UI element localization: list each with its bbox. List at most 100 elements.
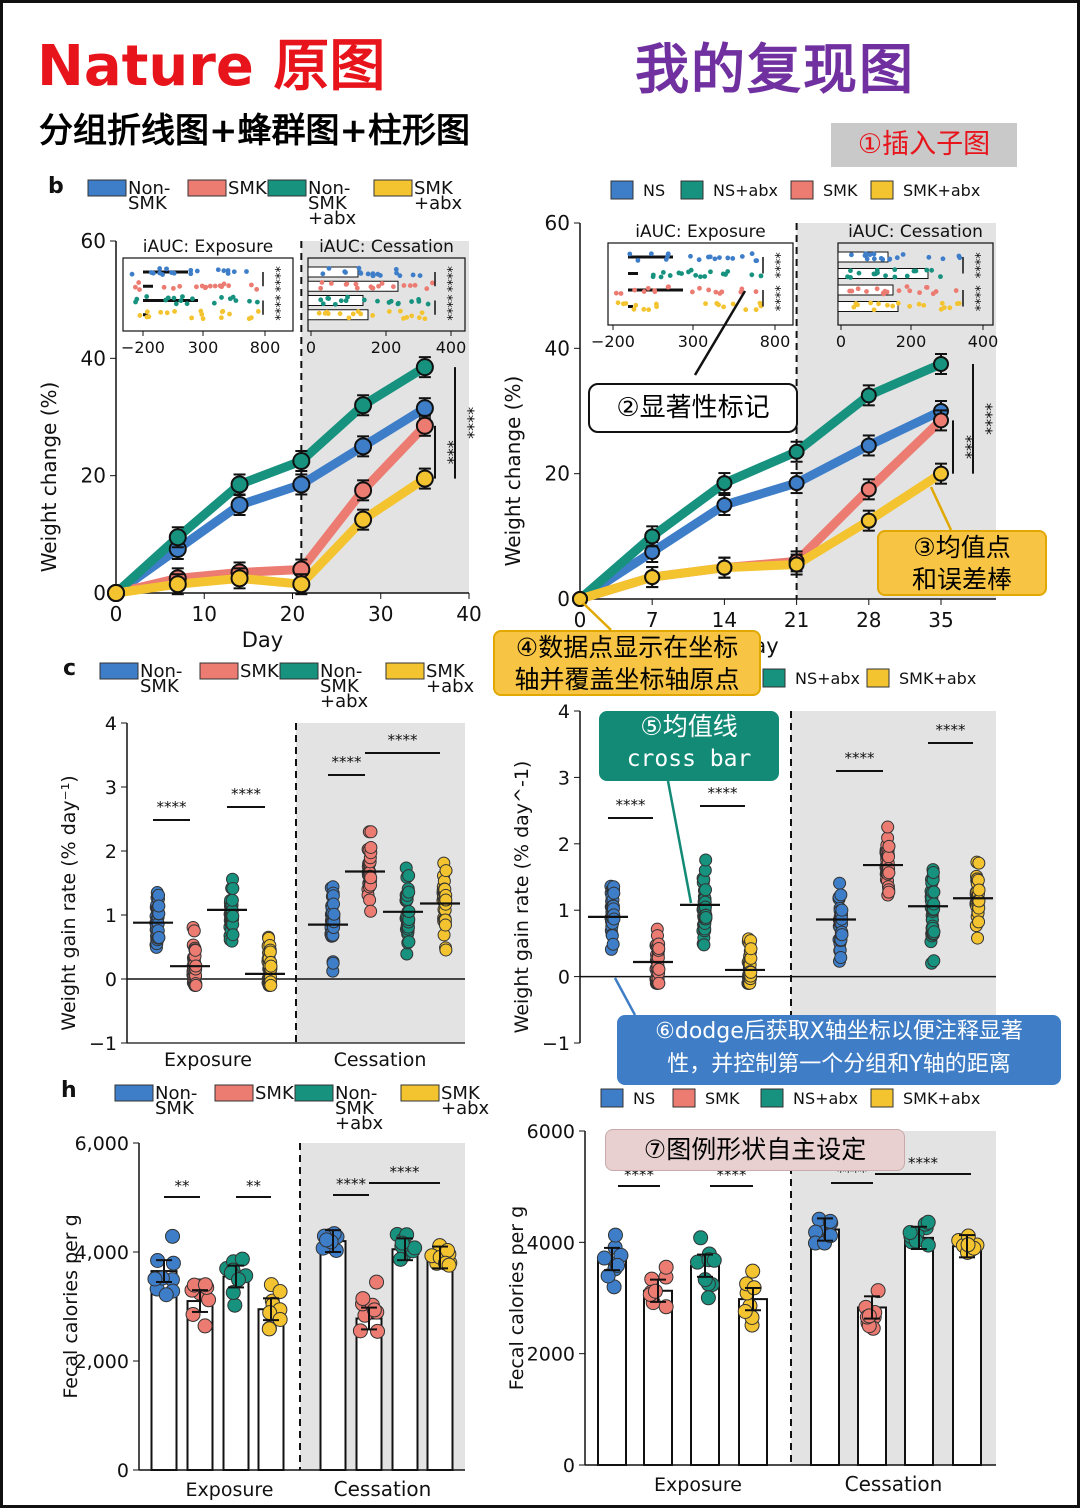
- orig-c-legend-label-0: Non-: [140, 661, 182, 682]
- repl-c-swarm-point: [652, 976, 666, 990]
- orig-c-swarm-point: [152, 888, 166, 902]
- repl-c-swarm-point: [834, 951, 848, 965]
- repl-b-inset-point: [743, 307, 749, 313]
- repl-b-inset-point: [650, 272, 656, 278]
- repl-b-xtick-label: 35: [928, 608, 953, 632]
- repl-c-ytick-label: 0: [558, 967, 570, 989]
- repl-c-legend-label-1: SMK+abx: [899, 669, 976, 688]
- orig-b-inset-point: [361, 297, 367, 303]
- repl-b-inset-point: [894, 255, 900, 261]
- repl-h-bar-point: [647, 1283, 663, 1299]
- orig-b-data-point: [230, 475, 249, 494]
- repl-b-data-point: [860, 387, 877, 404]
- orig-b-inset-point: [422, 316, 428, 322]
- repl-c-ytick-label: 3: [558, 767, 570, 789]
- orig-b-inset-point: [212, 283, 218, 289]
- orig-c-swarm-point: [264, 959, 278, 973]
- repl-b-inset-point: [618, 291, 624, 296]
- repl-b-inset-bar: [837, 268, 929, 279]
- orig-b-inset-point: [318, 297, 324, 303]
- orig-h-bar: [150, 1270, 178, 1471]
- repl-b-xtick-label: 0: [574, 608, 587, 632]
- repl-b-inset-point: [712, 256, 718, 262]
- orig-b-inset-point: [397, 273, 403, 279]
- orig-h-bar-point: [234, 1251, 250, 1267]
- callout-legend-shape: ⑦图例形状自主设定: [605, 1129, 905, 1171]
- orig-b-inset-point: [430, 280, 435, 286]
- repl-h-ytick-label: 6000: [527, 1121, 575, 1143]
- orig-b-x-axis-title: Day: [242, 628, 283, 652]
- repl-b-inset-point: [855, 286, 861, 292]
- repl-b-inset-point: [723, 272, 728, 277]
- orig-b-data-point: [415, 469, 434, 488]
- orig-h-legend-label-3: +abx: [441, 1098, 490, 1119]
- orig-b-legend-label-0: Non-: [128, 178, 170, 199]
- repl-c-swarm-point: [882, 885, 896, 899]
- orig-b-inset-point: [244, 269, 249, 274]
- repl-b-inset-point: [939, 300, 945, 306]
- orig-b-inset-point: [350, 311, 356, 317]
- orig-b-legend-label-3: SMK: [414, 178, 454, 199]
- orig-c-legend-label-2: +abx: [320, 691, 369, 712]
- repl-b-inset-point: [871, 256, 877, 262]
- orig-b-inset-point: [184, 301, 190, 307]
- repl-b-inset-point: [676, 270, 682, 276]
- repl-h-bar-point: [700, 1290, 716, 1306]
- orig-b-legend-swatch-0: [87, 179, 127, 197]
- orig-c-swarm-point: [226, 928, 240, 942]
- repl-c-swarm-point: [834, 888, 848, 902]
- repl-b-inset-point: [693, 272, 699, 278]
- orig-b-inset-point: [409, 299, 415, 304]
- orig-c-legend-swatch-0: [99, 662, 139, 680]
- repl-b-inset-point: [749, 272, 755, 278]
- repl-c-ytick-label: 1: [558, 900, 570, 922]
- repl-b-inset-frame: [607, 242, 794, 326]
- orig-c-swarm-point: [152, 930, 166, 944]
- repl-b-inset-point: [904, 273, 910, 279]
- orig-b-inset-point: [165, 295, 171, 301]
- repl-h-bar-point: [706, 1252, 722, 1268]
- orig-c-ytick-label: 4: [105, 713, 117, 735]
- orig-h-bar: [426, 1256, 454, 1471]
- orig-c-swarm-point: [364, 871, 378, 885]
- orig-c-ytick-label: 2: [105, 841, 117, 863]
- orig-c-swarm-point: [187, 924, 201, 938]
- orig-b-inset-point: [161, 284, 167, 290]
- orig-c-swarm-point: [189, 978, 203, 992]
- repl-b-data-point: [716, 497, 733, 513]
- repl-b-xtick-label: 14: [712, 608, 737, 632]
- repl-b-inset-point: [921, 302, 927, 308]
- orig-b-series-line-2: [112, 363, 428, 597]
- orig-b-inset-point: [368, 284, 374, 290]
- repl-c-legend-label-0: NS+abx: [795, 669, 860, 688]
- orig-b-data-point: [168, 575, 187, 594]
- orig-h-ytick-label: 0: [117, 1460, 129, 1482]
- orig-c-swarm-point: [327, 907, 341, 921]
- orig-b-inset-point: [343, 270, 348, 275]
- orig-c-swarm-point: [364, 840, 378, 854]
- repl-b-y-axis-title: Weight change (%): [501, 376, 525, 567]
- orig-b-inset-point: [219, 309, 225, 315]
- orig-h-bar: [355, 1317, 383, 1471]
- orig-c-swarm-point: [400, 947, 414, 961]
- orig-b-inset-point: [338, 298, 344, 304]
- repl-b-ytick-label: 40: [545, 336, 570, 360]
- orig-h-bar-point: [201, 1292, 217, 1308]
- repl-c-swarm-point: [882, 866, 896, 880]
- repl-b-ytick-label: 0: [557, 587, 570, 611]
- orig-b-inset-point: [412, 282, 418, 288]
- callout-crossbar-line2: cross bar: [626, 746, 752, 772]
- repl-b-legend-label-2: SMK: [823, 181, 858, 200]
- orig-b-inset-point: [416, 315, 422, 321]
- repl-h-category-label: Exposure: [654, 1474, 742, 1496]
- orig-b-series-line-0: [113, 404, 428, 597]
- repl-b-data-point: [788, 556, 805, 573]
- repl-b-inset-point: [871, 271, 877, 277]
- orig-c-swarm-point: [226, 909, 240, 923]
- orig-b-inset-point: [150, 270, 156, 276]
- orig-c-swarm-point: [363, 893, 377, 907]
- orig-b-inset-point: [409, 313, 415, 319]
- orig-b-xtick-label: 20: [280, 602, 305, 626]
- orig-b-inset-point: [337, 311, 343, 317]
- orig-b-inset-point: [320, 271, 326, 277]
